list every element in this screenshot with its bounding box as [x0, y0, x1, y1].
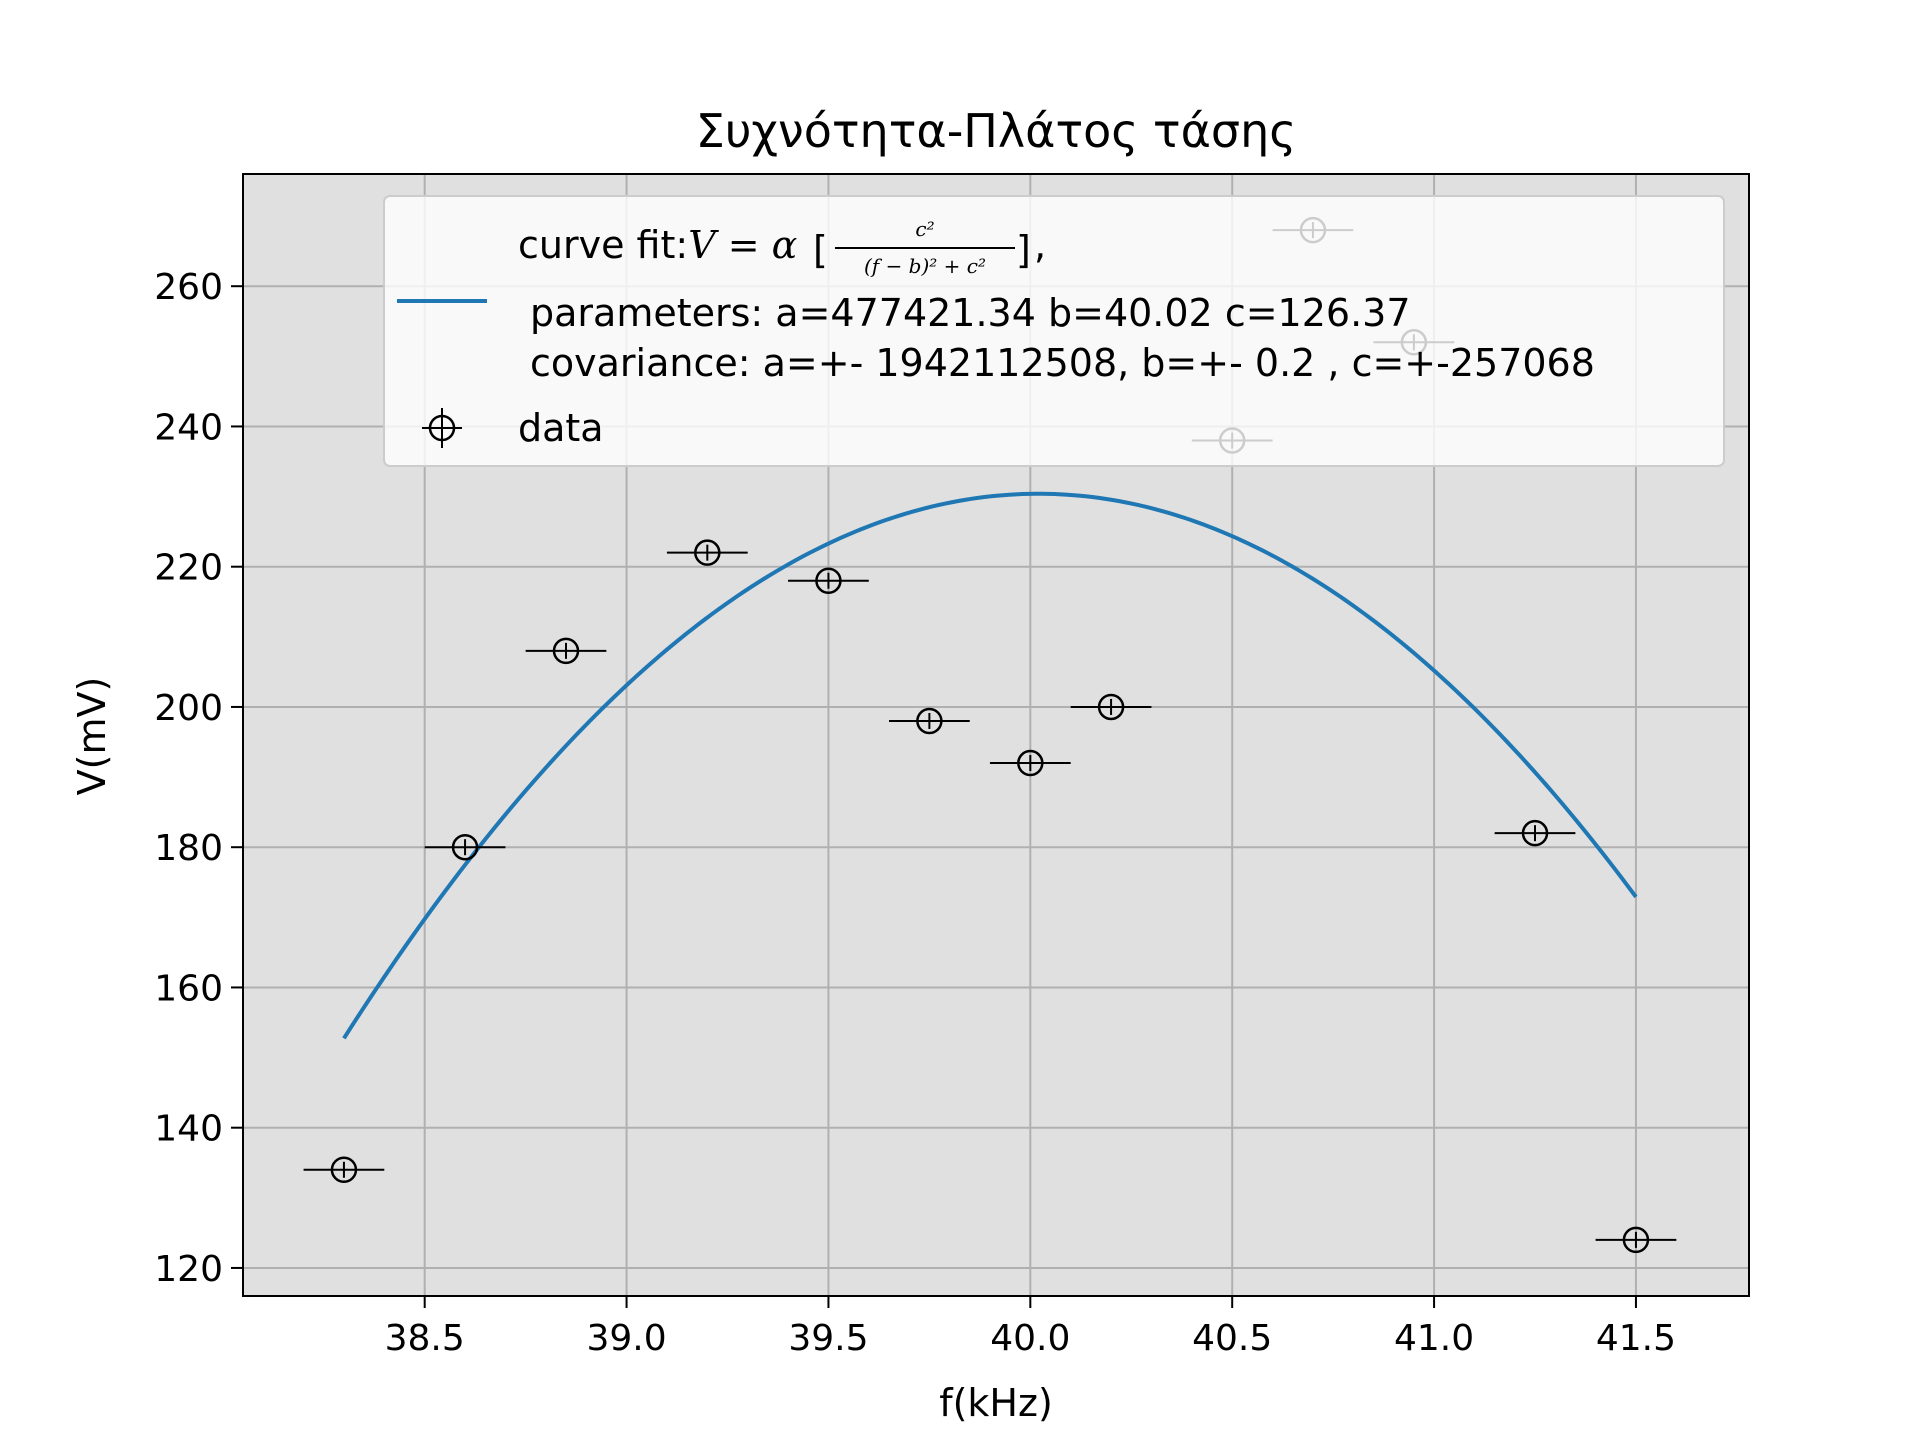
legend-fit-covariance: covariance: a=+- 1942112508, b=+- 0.2 , … [530, 341, 1595, 385]
legend-fit-params: parameters: a=477421.34 b=40.02 c=126.37 [530, 291, 1411, 335]
x-tick-label: 39.0 [586, 1318, 666, 1359]
data-point [1595, 1226, 1677, 1254]
data-point [424, 833, 506, 861]
legend: curve fit:V = α [ c² (f − b)² + c² ] , p… [383, 195, 1725, 467]
data-point-marker [552, 637, 580, 665]
y-tick-label: 240 [154, 407, 223, 448]
data-point-marker [451, 833, 479, 861]
x-tick-label: 39.5 [788, 1318, 868, 1359]
data-point-marker [815, 567, 842, 594]
data-point-marker [916, 707, 943, 735]
x-tick-label: 40.0 [990, 1318, 1070, 1359]
y-tick-label: 160 [154, 968, 223, 1009]
data-point-marker [1622, 1226, 1650, 1254]
chart-title: Συχνότητα-Πλάτος τάσης [696, 104, 1296, 158]
axis-ticks: 38.5 39.0 39.5 40.0 40.5 41.0 41.5 120 140 160 180… [154, 267, 1676, 1359]
legend-fit-suffix: , [1034, 223, 1046, 267]
plot-frame [242, 173, 1750, 1297]
data-point-marker [1017, 749, 1044, 777]
x-axis-label: f(kHz) [939, 1381, 1053, 1425]
fit-curve-line [342, 491, 1638, 1040]
legend-fit-bracket-right: ] [1016, 228, 1031, 272]
data-point-marker [330, 1156, 358, 1184]
x-tick-label: 38.5 [385, 1318, 465, 1359]
data-point [788, 567, 869, 594]
data-point [1070, 693, 1152, 721]
legend-box [383, 195, 1725, 467]
legend-fit-label: curve fit:V = α [518, 223, 797, 267]
data-point [889, 707, 970, 735]
y-tick-label: 180 [154, 828, 223, 869]
data-point-marker [694, 539, 721, 566]
legend-data-swatch-marker [428, 414, 456, 442]
y-tick-label: 200 [154, 688, 223, 729]
legend-fit-bracket-left: [ [813, 228, 828, 272]
x-tick-label: 40.5 [1192, 1318, 1272, 1359]
data-point-marker [1521, 819, 1549, 847]
legend-fit-denominator: (f − b)² + c² [864, 254, 986, 278]
x-tick-label: 41.0 [1394, 1318, 1474, 1359]
legend-data-label: data [518, 406, 604, 450]
x-tick-label: 41.5 [1596, 1318, 1676, 1359]
plot-series [303, 216, 1677, 1254]
data-point-marker [1097, 693, 1125, 721]
data-point [666, 539, 748, 566]
y-axis-label: V(mV) [70, 677, 114, 796]
data-point [1494, 819, 1576, 847]
y-tick-label: 260 [154, 267, 223, 308]
y-tick-label: 220 [154, 548, 223, 589]
data-point [303, 1156, 385, 1184]
y-tick-label: 140 [154, 1109, 223, 1150]
data-point [989, 749, 1071, 777]
y-tick-label: 120 [154, 1249, 223, 1290]
legend-fit-numerator: c² [915, 217, 934, 241]
data-point [525, 637, 607, 665]
